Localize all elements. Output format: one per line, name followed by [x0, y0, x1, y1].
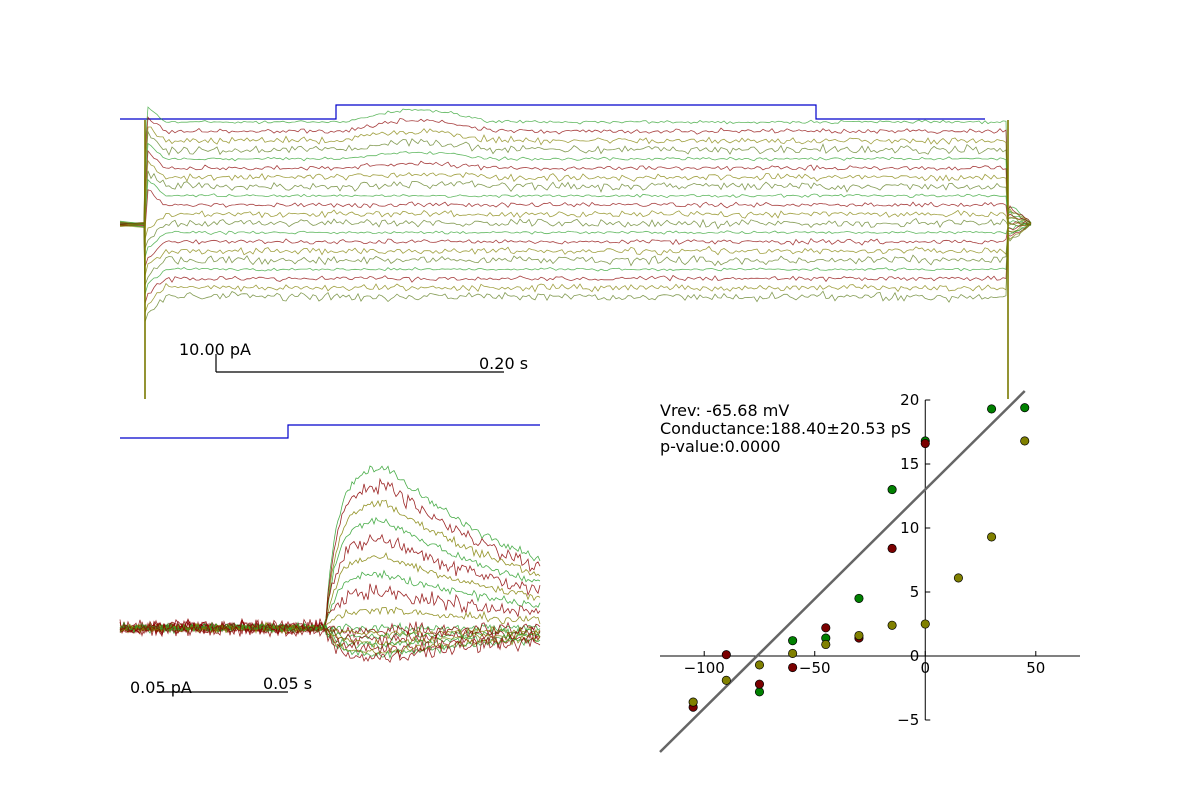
zoom-current-trace	[119, 606, 541, 634]
iv-data-point	[821, 623, 831, 633]
current-trace	[119, 126, 1032, 225]
iv-data-point	[920, 619, 930, 629]
vrev-annotation: Vrev: -65.68 mV	[660, 401, 789, 420]
y-tick-label: 15	[900, 455, 919, 473]
zoom-scalebar: 0.05 pA 0.05 s	[130, 674, 312, 697]
iv-data-point	[887, 620, 897, 630]
time-scale-label: 0.20 s	[479, 354, 528, 373]
iv-data-point	[987, 404, 997, 414]
current-trace	[119, 142, 1032, 228]
current-trace	[119, 130, 1032, 225]
zoom-time-scale-label: 0.05 s	[263, 674, 312, 693]
y-tick-label: −5	[897, 711, 919, 729]
current-trace	[119, 223, 1032, 286]
x-tick-label: 50	[1026, 659, 1045, 677]
y-tick-label: 5	[910, 583, 920, 601]
iv-data-point	[953, 573, 963, 583]
y-tick-label: 10	[900, 519, 919, 537]
iv-data-point	[754, 687, 765, 697]
x-tick-label: 0	[920, 659, 930, 677]
iv-data-point	[1020, 436, 1030, 446]
current-trace	[119, 159, 1032, 228]
current-trace	[119, 223, 1032, 258]
current-trace	[119, 178, 1032, 226]
iv-data-point	[688, 697, 698, 707]
p-value-annotation: p-value:0.0000	[660, 437, 781, 456]
iv-data-point	[788, 662, 798, 673]
zoom-current-scale-label: 0.05 pA	[130, 678, 192, 697]
current-trace	[119, 189, 1032, 230]
current-trace	[119, 170, 1032, 225]
current-scale-label: 10.00 pA	[179, 340, 251, 359]
current-trace	[119, 223, 1032, 267]
zoom-current-trace	[119, 617, 541, 664]
zoom-command-step-trace	[120, 424, 540, 439]
iv-data-point	[788, 636, 798, 646]
onset-zoom-panel: 0.05 pA 0.05 s	[119, 424, 541, 697]
iv-fit-line	[659, 390, 1026, 753]
iv-data-point	[987, 532, 997, 542]
current-trace	[119, 217, 1032, 249]
iv-data-point	[721, 650, 731, 660]
iv-data-point	[1020, 403, 1030, 413]
iv-data-point	[920, 438, 930, 449]
iv-data-point	[754, 660, 765, 670]
command-step-trace	[120, 104, 985, 120]
current-trace	[119, 209, 1032, 240]
zoom-current-traces-group	[119, 465, 541, 664]
current-scalebar: 10.00 pA 0.20 s	[179, 340, 528, 373]
iv-data-point	[854, 630, 864, 641]
iv-data-point	[788, 648, 798, 658]
iv-data-point	[854, 593, 864, 603]
iv-data-point	[887, 543, 897, 554]
iv-data-point	[887, 485, 897, 495]
y-tick-label: 20	[900, 391, 919, 409]
y-tick-label: 0	[910, 647, 920, 665]
current-traces-group	[119, 106, 1032, 399]
zoom-current-trace	[119, 618, 541, 647]
zoom-current-trace	[119, 622, 541, 649]
current-trace	[119, 220, 1032, 295]
x-tick-label: −50	[799, 659, 831, 677]
current-trace	[119, 106, 1032, 227]
current-trace	[119, 222, 1032, 304]
conductance-annotation: Conductance:188.40±20.53 pS	[660, 419, 911, 438]
current-trace	[119, 149, 1032, 226]
full-trace-panel: 10.00 pA 0.20 s	[119, 104, 1032, 399]
iv-points-group	[688, 403, 1030, 712]
x-tick-label: −100	[684, 659, 725, 677]
current-trace	[119, 223, 1032, 276]
current-trace	[119, 222, 1032, 323]
current-trace	[119, 116, 1032, 226]
current-trace	[119, 222, 1032, 313]
zoom-current-trace	[119, 583, 541, 637]
iv-data-point	[821, 639, 831, 650]
iv-data-point	[721, 675, 731, 685]
iv-data-point	[754, 679, 765, 689]
